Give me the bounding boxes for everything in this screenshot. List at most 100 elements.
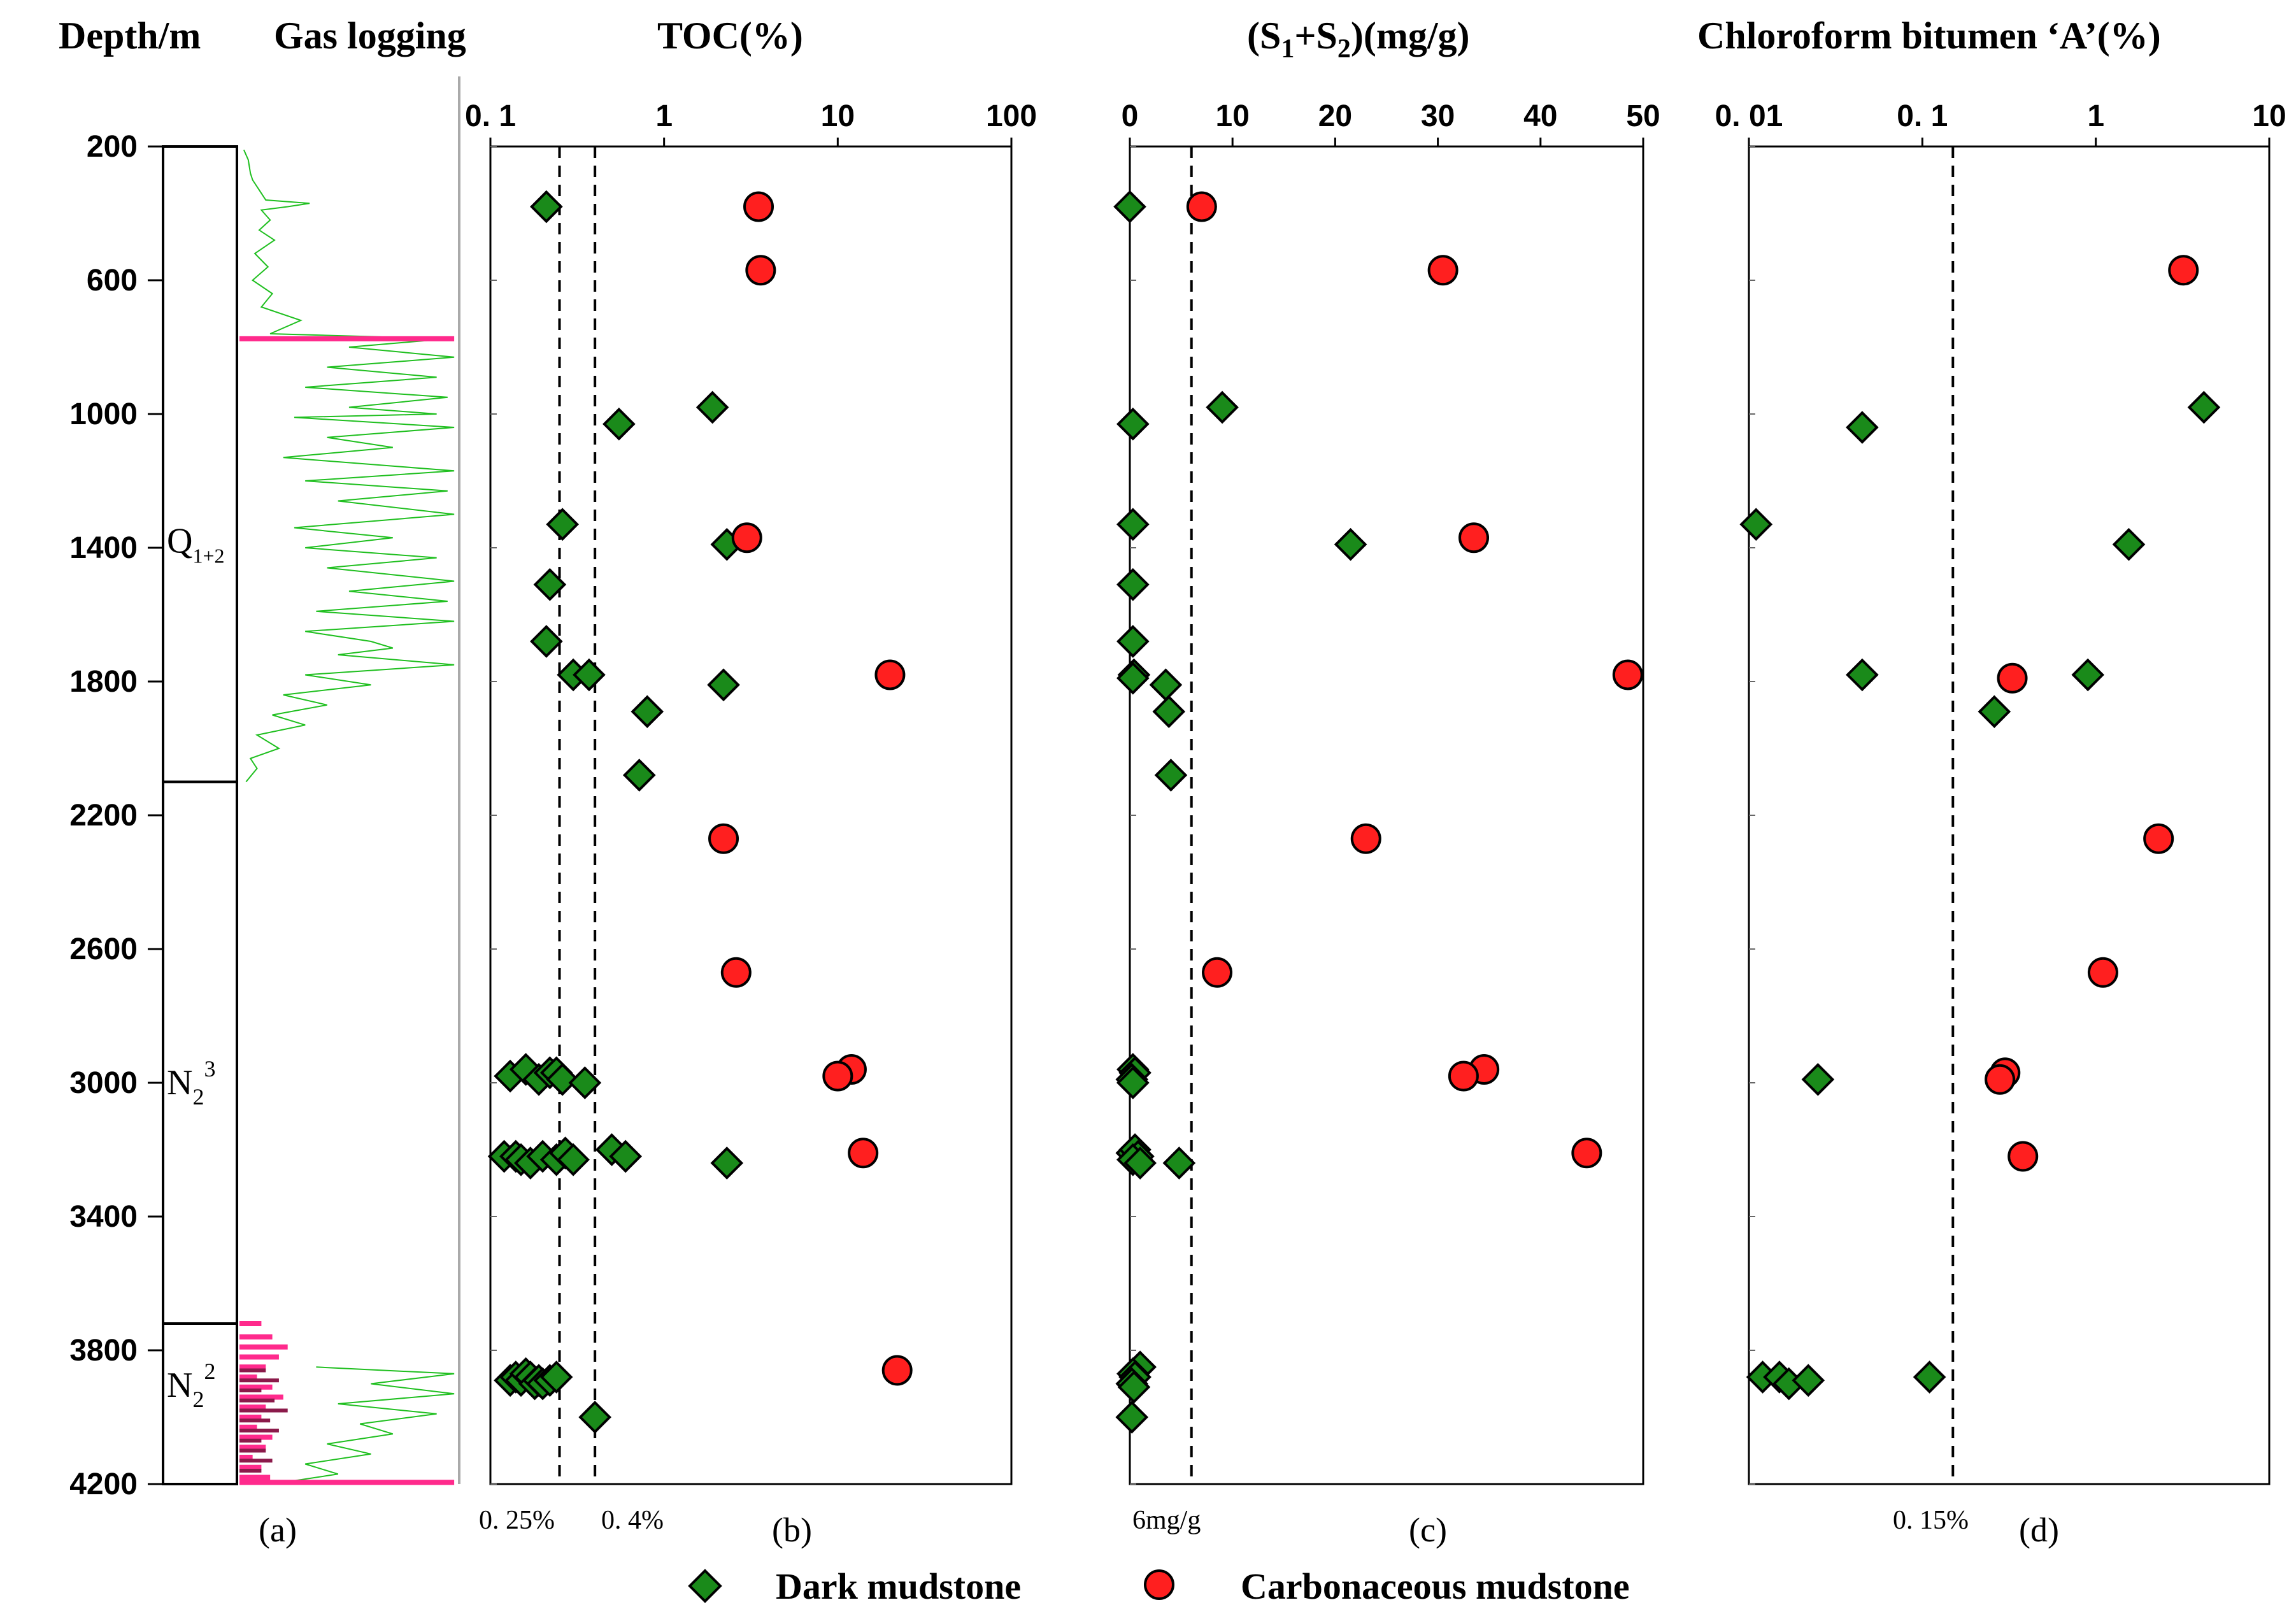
x-tick-label: 0. 01 xyxy=(1715,99,1783,133)
gas-bar-pink xyxy=(239,336,455,341)
dark-mudstone-point xyxy=(1792,1364,1825,1397)
x-tick-label: 0. 1 xyxy=(465,99,516,133)
depth-tick-label: 3800 xyxy=(69,1334,138,1367)
dark-mudstone-point xyxy=(530,190,563,224)
x-tick-label: 10 xyxy=(821,99,855,133)
panel-label-d: (d) xyxy=(2019,1511,2059,1549)
carbonaceous-mudstone-point xyxy=(2168,255,2199,286)
dark-mudstone-point xyxy=(539,1360,573,1394)
gas-bar-dark xyxy=(239,1408,288,1413)
gas-bar-pink xyxy=(239,1445,266,1450)
dark-mudstone-point xyxy=(578,1401,611,1434)
dark-mudstone-point xyxy=(1739,508,1773,541)
header-chloroform-bitumen: Chloroform bitumen ‘A’(%) xyxy=(1697,15,2161,57)
panel-frame xyxy=(489,145,1013,1485)
carbonaceous-mudstone-point xyxy=(2143,823,2174,854)
depth-tick-label: 1400 xyxy=(69,531,138,565)
gas-logging-track xyxy=(239,149,455,1485)
dark-mudstone-point xyxy=(1123,1146,1157,1180)
carbonaceous-mudstone-point xyxy=(881,1355,913,1386)
gas-bar-dark xyxy=(239,1398,275,1403)
dark-mudstone-point xyxy=(2187,390,2221,424)
depth-tick-label: 600 xyxy=(87,264,138,297)
strata-label: N22 xyxy=(167,1359,215,1412)
x-tick-label: 50 xyxy=(1626,99,1660,133)
dark-mudstone-point xyxy=(1206,390,1239,424)
strata-box xyxy=(162,780,238,1325)
gas-bar-dark xyxy=(239,1418,271,1423)
x-tick-label: 1 xyxy=(655,99,673,133)
carbonaceous-mudstone-point xyxy=(1427,255,1458,286)
depth-axis: 200 600 1000 1400 1800 2200 2600 3000 3400 3800 42… xyxy=(69,130,164,1501)
toc-panel: 0. 1 1 10 100 xyxy=(465,99,1037,1485)
carbonaceous-mudstone-point xyxy=(2007,1141,2039,1172)
x-tick-label: 10 xyxy=(1216,99,1250,133)
dark-mudstone-point xyxy=(1116,407,1150,441)
x-tick-label: 100 xyxy=(986,99,1037,133)
dark-mudstone-point xyxy=(1801,1062,1835,1096)
cutoff-label-toc-04: 0. 4% xyxy=(601,1506,664,1535)
header-depth: Depth/m xyxy=(59,15,201,57)
depth-tick-label: 1000 xyxy=(69,397,138,431)
dark-mudstone-point xyxy=(557,1143,590,1176)
dark-mudstone-point xyxy=(1115,1401,1149,1434)
gas-bar-dark xyxy=(239,1378,279,1383)
dark-mudstone-point xyxy=(695,390,729,424)
dark-mudstone-point xyxy=(1846,658,1879,692)
header-s1s2: (S1+S2)(mg/g) xyxy=(1247,15,1470,64)
gas-bar-pink xyxy=(239,1344,288,1350)
gas-bar-pink xyxy=(239,1354,279,1360)
carbonaceous-mudstone-point xyxy=(1186,191,1217,222)
dark-mudstone-point xyxy=(609,1139,643,1173)
legend-carbonaceous-mudstone-marker xyxy=(1144,1569,1174,1600)
carbonaceous-mudstone-point xyxy=(1612,659,1643,690)
gas-bar-dark xyxy=(239,1459,273,1463)
dark-mudstone-point xyxy=(2071,658,2105,692)
gas-bar-pink xyxy=(239,1321,262,1326)
dark-mudstone-point xyxy=(530,625,563,658)
dark-mudstone-point xyxy=(546,1062,579,1096)
carbonaceous-mudstone-point xyxy=(2087,957,2118,988)
x-tick-label: 10 xyxy=(2252,99,2286,133)
gas-bar-dark xyxy=(239,1448,266,1453)
strata-label: Q1+2 xyxy=(167,522,225,568)
dark-mudstone-point xyxy=(533,568,567,601)
gas-bar-pink xyxy=(239,1375,257,1380)
dark-mudstone-point xyxy=(710,1146,744,1180)
gas-bar-dark xyxy=(239,1368,266,1373)
dark-mudstone-point xyxy=(1117,1370,1151,1404)
gas-trace-green-lower xyxy=(294,1366,455,1482)
dark-mudstone-point xyxy=(1149,668,1183,702)
depth-tick-label: 1800 xyxy=(69,665,138,699)
carbonaceous-mudstone-point xyxy=(720,957,752,988)
carbonaceous-mudstone-point xyxy=(708,823,739,854)
dark-mudstone-point xyxy=(1116,508,1150,541)
header-gas-logging: Gas logging xyxy=(274,15,466,57)
dark-mudstone-point xyxy=(603,407,636,441)
gas-bar-pink xyxy=(239,1364,266,1370)
gas-bar-dark xyxy=(239,1469,262,1473)
gas-bar-dark xyxy=(239,1438,262,1443)
strata-column: Q1+2 N23 N22 xyxy=(162,145,238,1485)
panel-label-b: (b) xyxy=(772,1511,812,1549)
carbonaceous-mudstone-point xyxy=(1202,957,1233,988)
carbonaceous-mudstone-point xyxy=(1458,522,1490,553)
x-tick-label: 20 xyxy=(1318,99,1352,133)
carbonaceous-mudstone-point xyxy=(743,191,774,222)
depth-tick-label: 4200 xyxy=(69,1467,138,1501)
carbonaceous-mudstone-point xyxy=(848,1138,879,1169)
carbonaceous-mudstone-point xyxy=(1448,1060,1479,1092)
panel-frame xyxy=(1748,145,2271,1485)
strata-box xyxy=(162,1322,238,1485)
dark-mudstone-point xyxy=(1334,527,1367,561)
cutoff-label-toc-025: 0. 25% xyxy=(479,1506,555,1535)
gas-bar-pink xyxy=(239,1464,262,1470)
x-tick-label: 40 xyxy=(1523,99,1557,133)
carbonaceous-mudstone-point xyxy=(874,659,906,690)
gas-bar-pink xyxy=(239,1404,266,1410)
carbonaceous-mudstone-point xyxy=(745,255,776,286)
legend-dark-mudstone-label: Dark mudstone xyxy=(776,1566,1021,1607)
legend-carbonaceous-mudstone-label: Carbonaceous mudstone xyxy=(1241,1566,1630,1607)
dark-mudstone-point xyxy=(622,759,656,792)
gas-bar-dark xyxy=(239,1389,262,1392)
